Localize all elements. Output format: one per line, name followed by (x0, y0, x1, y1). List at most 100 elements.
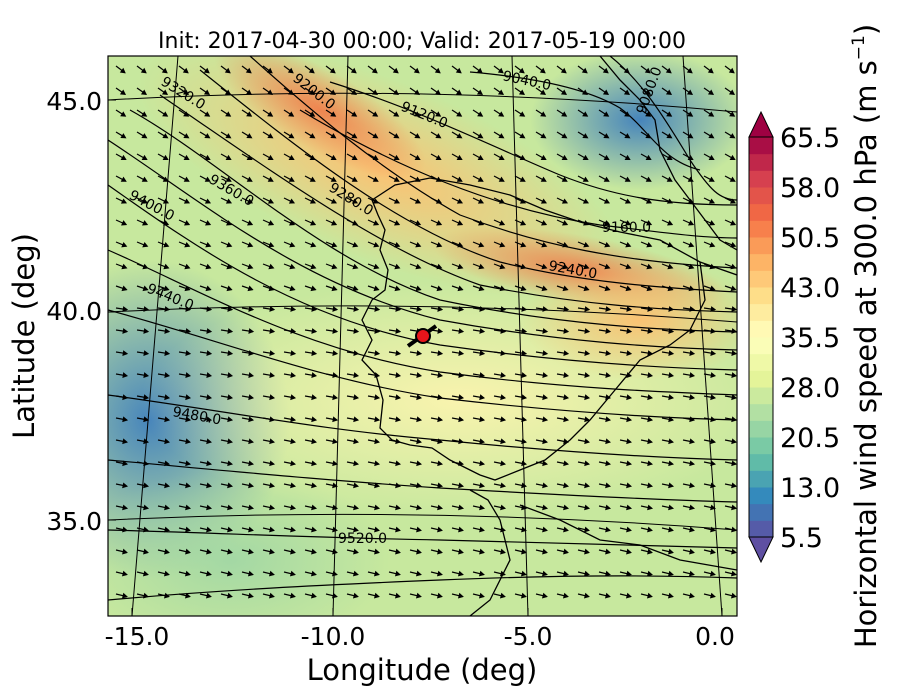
wind-arrow-head (437, 328, 444, 334)
wind-arrow-head (479, 350, 486, 357)
wind-arrow-head (226, 263, 233, 270)
wind-arrow-head (542, 372, 549, 378)
y-axis: 45.0 40.0 35.0 Latitude (deg) (7, 87, 116, 536)
wind-arrow-head (457, 263, 464, 270)
wind-arrow-head (707, 67, 714, 74)
wind-arrow-head (603, 154, 610, 160)
wind-arrow-head (248, 526, 254, 533)
wind-arrow-head (687, 133, 694, 139)
wind-arrow-head (710, 460, 717, 467)
map-frame (107, 55, 738, 617)
contour-9400 (108, 184, 737, 371)
wind-arrow-head (163, 570, 170, 577)
wind-arrow-head (395, 328, 402, 334)
wind-arrow-head (688, 263, 695, 270)
wind-arrow-head (541, 220, 548, 226)
wind-arrow-head (646, 241, 653, 248)
wind-arrow-head (499, 285, 506, 292)
wind-arrow-head (330, 198, 338, 204)
wind-arrow-head (161, 89, 169, 96)
contour-9320 (129, 109, 737, 333)
wind-arrow-head (248, 372, 255, 378)
wind-arrow-head (310, 220, 317, 226)
wind-arrow-head (331, 220, 338, 226)
wind-arrow-head (647, 482, 654, 489)
wind-arrow-head (667, 220, 674, 226)
wind-arrow-head (626, 328, 633, 334)
wind-arrow-head (647, 328, 654, 334)
wind-arrow-head (268, 570, 275, 577)
wind-arrow-head (309, 176, 316, 182)
wind-arrow-head (686, 67, 693, 74)
wind-arrow-head (730, 220, 737, 226)
wind-arrow-head (164, 328, 171, 334)
wind-arrow-head (268, 241, 275, 248)
wind-arrow-head (458, 526, 464, 533)
wind-arrow-head (205, 570, 212, 577)
y-axis-label: Latitude (deg) (7, 233, 41, 439)
wind-arrow-head (203, 89, 211, 96)
colorbar-band (749, 520, 773, 538)
wind-arrow-head (353, 306, 360, 312)
wind-arrow-head (269, 482, 276, 489)
wind-arrow-head (352, 592, 359, 599)
wind-arrow-head (414, 133, 421, 139)
wind-arrow-head (246, 133, 253, 139)
coastline-france (599, 56, 737, 251)
wind-arrow-head (290, 394, 297, 401)
wind-arrow-head (561, 133, 568, 139)
wind-arrow-head (458, 482, 465, 489)
wind-arrow-head (497, 89, 505, 96)
coastline-north-africa (469, 489, 737, 616)
wind-arrow-head (121, 285, 128, 292)
x-axis: -15.0 -10.0 -5.0 0.0 Longitude (deg) (105, 608, 735, 687)
wind-arrow-head (708, 111, 715, 117)
wind-arrow-head (141, 198, 149, 204)
wind-arrow-head (205, 263, 212, 270)
wind-arrow-head (582, 154, 589, 160)
wind-arrow-head (393, 133, 400, 139)
wind-arrow-head (311, 416, 318, 423)
wind-arrow-head (308, 89, 316, 96)
wind-arrow-head (267, 111, 274, 117)
colorbar-extend-max (748, 110, 774, 138)
wind-arrow-head (500, 504, 507, 511)
wind-arrow-head (478, 220, 485, 226)
colorbar-tick-6: 28.0 (780, 373, 840, 404)
colorbar-band (749, 220, 773, 238)
wind-arrow-head (647, 394, 654, 401)
wind-arrow-head (689, 504, 696, 511)
wind-arrow-head (668, 460, 675, 467)
wind-arrow-head (311, 526, 317, 533)
wind-arrow-head (227, 350, 234, 357)
graticule-lat-35 (108, 513, 737, 531)
marker-dot (415, 328, 431, 344)
wind-arrow-head (311, 328, 318, 334)
wind-arrow-head (395, 526, 401, 533)
wind-arrow-head (540, 198, 548, 204)
wind-arrow-head (164, 526, 170, 533)
wind-arrow-head (520, 570, 527, 577)
wind-arrow-head (288, 154, 295, 160)
wind-arrow-head (140, 89, 148, 96)
wind-arrow-head (500, 526, 506, 533)
wind-arrow-head (688, 592, 695, 599)
wind-arrow-head (143, 460, 150, 467)
wind-arrow-head (687, 154, 694, 160)
wind-arrow-head (204, 154, 211, 160)
wind-arrow-head (604, 570, 611, 577)
wind-arrow-head (644, 89, 652, 96)
wind-arrow-head (185, 504, 192, 511)
wind-arrow-head (710, 416, 717, 423)
wind-arrow-head (582, 198, 590, 204)
wind-arrow-head (164, 372, 171, 378)
wind-arrow-head (371, 67, 378, 74)
wind-arrow-head (647, 416, 654, 423)
wind-arrow-head (520, 263, 527, 270)
wind-arrow-head (351, 111, 358, 117)
wind-arrow-head (122, 548, 128, 555)
wind-arrow-head (520, 592, 527, 599)
wind-arrow-head (203, 67, 210, 74)
wind-arrow-head (353, 416, 360, 423)
wind-arrow-head (141, 133, 148, 139)
